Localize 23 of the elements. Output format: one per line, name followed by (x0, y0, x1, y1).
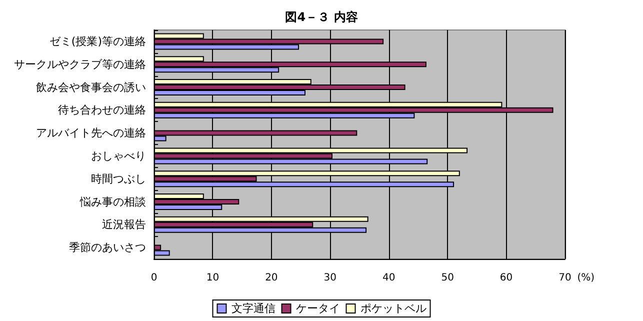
x-tick-label: 0 (150, 272, 158, 284)
y-tick-label: 飲み会や食事会の誘い (36, 80, 146, 94)
y-tick-label: サークルやクラブ等の連絡 (14, 58, 146, 71)
y-tick-label: 悩み事の相談 (79, 195, 146, 208)
y-tick-label: アルバイト先への連絡 (36, 126, 146, 140)
x-axis-title: (%) (577, 272, 595, 284)
y-tick-label: 近況報告 (102, 218, 146, 232)
legend-label: ポケットベル (360, 302, 426, 315)
y-tick-label: ゼミ(授業)等の連絡 (49, 34, 146, 48)
legend-label: ケータイ (296, 302, 340, 315)
legend-label: 文字通信 (231, 302, 276, 315)
x-tick-label: 20 (265, 272, 278, 284)
y-tick-label: おしゃべり (91, 149, 146, 162)
x-tick-label: 70 (558, 272, 572, 284)
y-tick-label: 季節のあいさつ (69, 241, 146, 254)
y-tick-label: 待ち合わせの連絡 (58, 104, 146, 117)
x-tick-label: 60 (500, 272, 513, 284)
chart-title: 図4－３ 内容 (285, 10, 358, 24)
x-tick-label: 30 (324, 272, 337, 284)
y-tick-label: 時間つぶし (91, 172, 146, 186)
x-tick-label: 10 (206, 272, 220, 284)
x-tick-label: 40 (382, 272, 396, 284)
x-tick-label: 50 (441, 272, 454, 284)
